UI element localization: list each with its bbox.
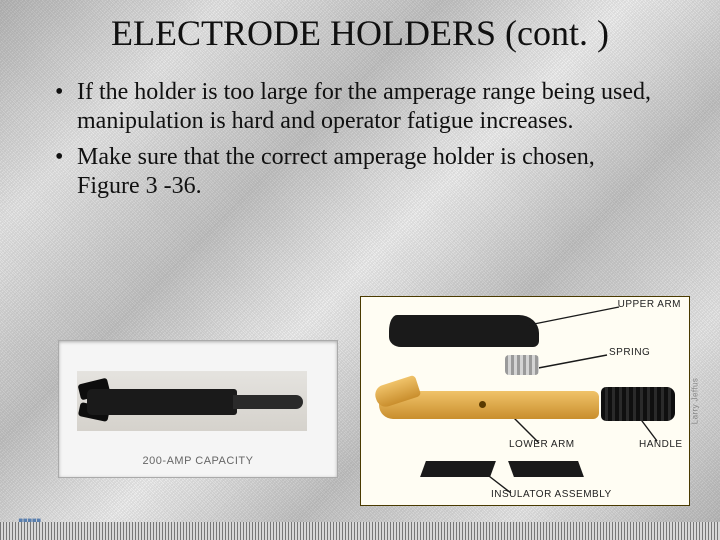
label-spring: SPRING [609, 347, 650, 358]
spring-shape [505, 355, 539, 375]
label-handle: HANDLE [639, 439, 683, 450]
holder-handle [87, 389, 237, 415]
bullet-list: If the holder is too large for the amper… [55, 78, 660, 201]
body-text: If the holder is too large for the amper… [55, 78, 660, 207]
upper-arm-shape [389, 315, 539, 347]
insulator-left [420, 461, 496, 477]
label-insulator: INSULATOR ASSEMBLY [491, 489, 612, 500]
figure-photo-caption: 200-AMP CAPACITY [59, 455, 337, 467]
figure-diagram: UPPER ARM SPRING LOWER ARM HANDLE INSULA… [360, 296, 690, 506]
label-lower-arm: LOWER ARM [509, 439, 575, 450]
slide: ELECTRODE HOLDERS (cont. ) If the holder… [0, 0, 720, 540]
holder-cable [233, 395, 303, 409]
bullet-1: If the holder is too large for the amper… [55, 78, 660, 137]
bottom-bar [0, 522, 720, 540]
insulator-right [508, 461, 584, 477]
handle-shape [601, 387, 675, 421]
figure-credit: Larry Jeffus [690, 378, 699, 424]
slide-title: ELECTRODE HOLDERS (cont. ) [0, 12, 720, 54]
figure-photo: 200-AMP CAPACITY [58, 340, 338, 478]
bullet-2: Make sure that the correct amperage hold… [55, 143, 660, 202]
label-upper-arm: UPPER ARM [618, 299, 681, 310]
holder-photo [77, 371, 307, 431]
pivot-dot [479, 401, 486, 408]
